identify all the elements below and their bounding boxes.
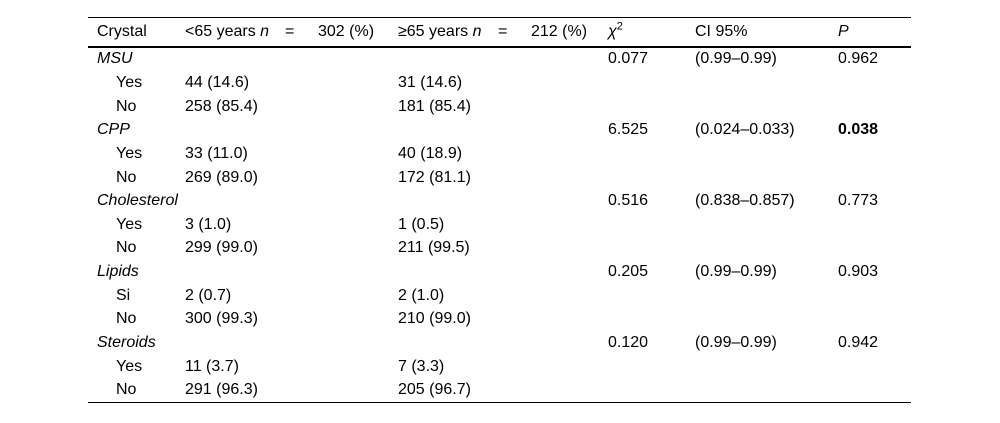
header-under-65-label: <65 years n (185, 22, 270, 40)
crystal-group-row: MSU 0.077 (0.99–0.99) 0.962 (88, 48, 911, 72)
crystal-sub-row: No 291 (96.3) 205 (96.7) (88, 378, 911, 402)
row-label: CPP (97, 121, 130, 139)
under-65-value: 44 (14.6) (185, 73, 250, 91)
header-p-value: P (838, 22, 849, 40)
crystal-group-row: Steroids 0.120 (0.99–0.99) 0.942 (88, 331, 911, 355)
ci-95-value: (0.99–0.99) (695, 334, 777, 351)
crystal-group-row: CPP 6.525 (0.024–0.033) 0.038 (88, 118, 911, 142)
row-label: Steroids (97, 334, 156, 351)
crystal-sub-row: Si 2 (0.7) 2 (1.0) (88, 284, 911, 308)
row-label: No (116, 239, 137, 257)
chi-squared-value: 0.120 (608, 334, 649, 351)
ci-95-value: (0.024–0.033) (695, 121, 795, 139)
header-under-65-count: 302 (%) (318, 22, 375, 40)
crystal-group-row: Lipids 0.205 (0.99–0.99) 0.903 (88, 260, 911, 284)
header-ci-95: CI 95% (695, 22, 748, 40)
crystal-sub-row: No 269 (89.0) 172 (81.1) (88, 166, 911, 190)
row-label: MSU (97, 50, 133, 68)
crystal-statistics-table: Crystal <65 years n = 302 (%) ≥65 years … (88, 17, 911, 404)
chi-squared-value: 0.205 (608, 263, 649, 281)
under-65-value: 33 (11.0) (185, 144, 248, 162)
over-65-value: 2 (1.0) (398, 286, 445, 304)
under-65-value: 269 (89.0) (185, 168, 258, 186)
crystal-sub-row: Yes 44 (14.6) 31 (14.6) (88, 71, 911, 95)
under-65-value: 11 (3.7) (185, 357, 239, 375)
ci-95-value: (0.99–0.99) (695, 263, 777, 281)
p-value: 0.942 (838, 334, 879, 351)
crystal-group-row: Cholesterol 0.516 (0.838–0.857) 0.773 (88, 189, 911, 213)
chi-superscript: 2 (616, 20, 623, 33)
chi-symbol: χ (608, 22, 617, 40)
row-label: Cholesterol (97, 192, 178, 210)
row-label: No (116, 310, 137, 328)
over-65-value: 211 (99.5) (398, 239, 470, 257)
crystal-sub-row: No 300 (99.3) 210 (99.0) (88, 308, 911, 332)
over-65-value: 172 (81.1) (398, 168, 471, 186)
row-label: Si (116, 286, 131, 304)
p-value: 0.903 (838, 263, 879, 281)
over-65-value: 210 (99.0) (398, 310, 471, 328)
chi-squared-value: 6.525 (608, 121, 649, 139)
header-under-65-equals: = (285, 22, 295, 40)
header-crystal: Crystal (97, 22, 147, 40)
row-label: No (116, 97, 137, 115)
row-label: Yes (116, 144, 143, 162)
header-chi-squared: χ2 (608, 20, 695, 41)
row-label: Yes (116, 215, 143, 233)
under-65-value: 3 (1.0) (185, 215, 232, 233)
header-over-65-group: ≥65 years n = 212 (%) (398, 23, 608, 41)
row-label: No (116, 168, 137, 186)
over-65-value: 205 (96.7) (398, 381, 471, 399)
crystal-sub-row: Yes 11 (3.7) 7 (3.3) (88, 355, 911, 379)
crystal-sub-row: Yes 33 (11.0) 40 (18.9) (88, 142, 911, 166)
table-header-row: Crystal <65 years n = 302 (%) ≥65 years … (88, 18, 911, 48)
crystal-sub-row: No 299 (99.0) 211 (99.5) (88, 237, 911, 261)
n-symbol: n (472, 22, 482, 40)
ci-95-value: (0.838–0.857) (695, 192, 795, 210)
crystal-sub-row: Yes 3 (1.0) 1 (0.5) (88, 213, 911, 237)
chi-squared-value: 0.516 (608, 192, 649, 210)
n-symbol: n (260, 22, 270, 40)
over-65-value: 31 (14.6) (398, 73, 463, 91)
over-65-value: 1 (0.5) (398, 215, 445, 233)
chi-squared-value: 0.077 (608, 50, 649, 68)
under-65-value: 291 (96.3) (185, 381, 258, 399)
header-over-65-count: 212 (%) (531, 22, 588, 40)
header-over-65-label: ≥65 years n (398, 22, 482, 40)
ci-95-value: (0.99–0.99) (695, 50, 777, 68)
under-65-value: 299 (99.0) (185, 239, 258, 257)
header-over-65-equals: = (498, 22, 508, 40)
crystal-sub-row: No 258 (85.4) 181 (85.4) (88, 95, 911, 119)
over-65-value: 40 (18.9) (398, 144, 463, 162)
header-under-65-group: <65 years n = 302 (%) (185, 23, 398, 41)
row-label: Yes (116, 73, 143, 91)
p-value: 0.962 (838, 50, 879, 68)
under-65-value: 2 (0.7) (185, 286, 232, 304)
p-value: 0.038 (838, 121, 879, 139)
row-label: Lipids (97, 263, 139, 281)
p-value: 0.773 (838, 192, 879, 210)
table-body: MSU 0.077 (0.99–0.99) 0.962 Yes 44 (14.6) 31 (… (88, 48, 911, 404)
row-label: Yes (116, 357, 143, 375)
row-label: No (116, 381, 137, 399)
over-65-value: 7 (3.3) (398, 357, 445, 375)
under-65-value: 258 (85.4) (185, 97, 258, 115)
under-65-value: 300 (99.3) (185, 310, 258, 328)
over-65-value: 181 (85.4) (398, 97, 471, 115)
